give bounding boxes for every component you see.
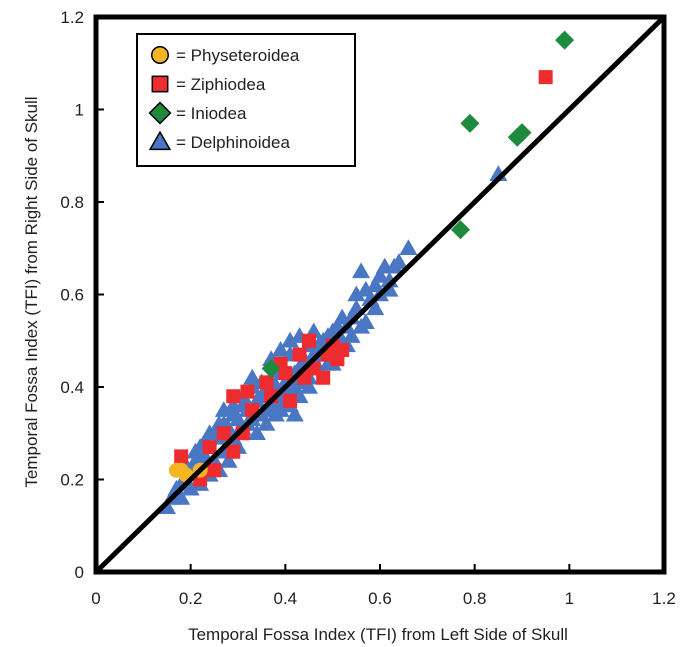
data-point-square <box>240 384 255 399</box>
data-point-square <box>202 440 217 455</box>
y-tick-label: 1.2 <box>60 8 84 27</box>
data-point-square <box>226 444 241 459</box>
data-point-triangle <box>347 285 366 302</box>
data-point-diamond <box>507 127 527 147</box>
y-axis-ticks: 0 0.2 0.4 0.6 0.8 1 1.2 <box>60 8 104 582</box>
data-point-triangle <box>281 331 300 348</box>
data-point-diamond <box>261 359 281 378</box>
data-point-triangle <box>399 239 418 255</box>
data-point-square <box>216 426 231 441</box>
x-tick-label: 0.4 <box>274 589 298 608</box>
data-point-triangle <box>300 378 318 394</box>
data-point-triangle <box>285 405 304 422</box>
data-point-square <box>226 389 241 404</box>
data-point-triangle <box>172 489 191 505</box>
data-point-diamond <box>460 113 480 133</box>
data-point-triangle <box>352 317 371 334</box>
data-point-square <box>302 333 316 348</box>
legend-label: = Ziphiodea <box>176 75 266 94</box>
x-tick-label: 1 <box>565 589 574 608</box>
legend-marker-diamond <box>148 101 172 125</box>
data-point-triangle <box>366 299 385 316</box>
data-point-triangle <box>271 401 290 417</box>
data-point-square <box>278 366 293 381</box>
legend: = Physeteroidea = Ziphiodea = Iniodea = Del… <box>136 33 356 167</box>
data-point-triangle <box>318 354 337 371</box>
data-point-square <box>207 463 222 478</box>
data-point-square <box>259 375 274 390</box>
data-point-triangle <box>389 253 408 269</box>
data-point-diamond <box>450 220 470 240</box>
y-axis-label: Temporal Fossa Index (TFI) from Right Si… <box>22 96 41 487</box>
data-point-diamond <box>555 30 575 50</box>
legend-marker-square <box>151 75 169 93</box>
x-tick-label: 0.8 <box>463 589 487 608</box>
data-point-triangle <box>257 415 276 431</box>
data-point-triangle <box>186 442 205 459</box>
data-point-square <box>292 347 307 362</box>
data-point-square <box>316 370 331 385</box>
data-point-triangle <box>214 401 233 417</box>
data-point-square <box>538 70 553 85</box>
data-point-square <box>283 393 298 408</box>
y-tick-label: 1 <box>75 101 84 120</box>
x-tick-label: 0.6 <box>368 589 392 608</box>
data-point-triangle <box>224 405 243 422</box>
y-tick-label: 0 <box>75 563 84 582</box>
data-point-triangle <box>247 424 266 440</box>
x-tick-label: 0 <box>91 589 100 608</box>
data-point-square <box>174 449 189 464</box>
y-tick-label: 0.2 <box>60 471 84 490</box>
series-diamond <box>261 30 575 378</box>
x-tick-label: 1.2 <box>652 589 676 608</box>
legend-label: = Delphinoidea <box>176 133 290 152</box>
legend-box <box>136 33 356 167</box>
data-point-triangle <box>352 262 371 279</box>
legend-label: = Iniodea <box>176 104 247 123</box>
markers-layer <box>158 30 575 514</box>
data-point-triangle <box>271 341 290 357</box>
data-point-triangle <box>243 368 262 385</box>
legend-marker-triangle <box>148 130 172 151</box>
data-point-square <box>335 343 350 357</box>
y-tick-label: 0.6 <box>60 286 84 305</box>
legend-marker-circle <box>151 46 169 64</box>
x-axis-label: Temporal Fossa Index (TFI) from Left Sid… <box>188 625 568 644</box>
data-point-triangle <box>224 396 243 413</box>
y-tick-label: 0.4 <box>60 378 84 397</box>
data-point-triangle <box>219 452 238 468</box>
legend-label: = Physeteroidea <box>176 46 300 65</box>
x-axis-ticks: 0 0.2 0.4 0.6 0.8 1 1.2 <box>91 564 676 608</box>
identity-reference-line <box>94 15 666 574</box>
y-tick-label: 0.8 <box>60 193 84 212</box>
data-point-triangle <box>181 479 200 496</box>
x-tick-label: 0.2 <box>179 589 203 608</box>
